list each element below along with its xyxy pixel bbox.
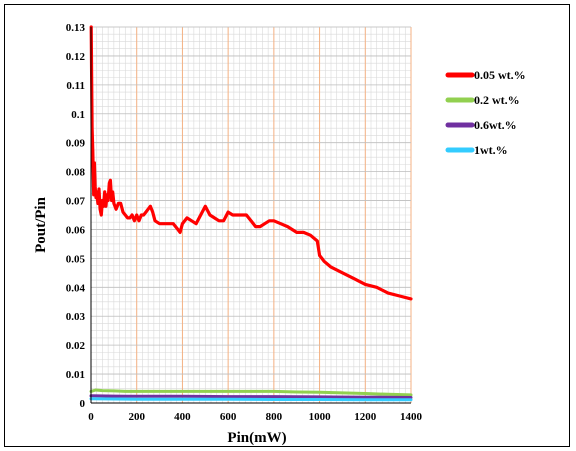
legend-label: 1wt.% (474, 143, 508, 157)
chart-frame: 0 0.01 0.02 0.03 0.04 0.05 0.06 0.07 0.08 0.09 0.1… (4, 4, 570, 447)
y-tick-labels: 0 0.01 0.02 0.03 0.04 0.05 0.06 0.07 0.08 0.09 0.1… (66, 22, 86, 410)
legend-label: 0.05 wt.% (474, 68, 526, 82)
y-tick-label: 0.06 (66, 224, 86, 236)
y-tick-label: 0.07 (66, 196, 86, 208)
axes (90, 27, 411, 404)
series-line-3 (89, 397, 413, 402)
x-tick-label: 400 (174, 411, 191, 423)
series-line-0 (89, 25, 413, 301)
x-axis-title: Pin(mW) (227, 430, 286, 446)
legend: 0.05 wt.% 0.2 wt.% 0.6wt.% 1wt.% (445, 68, 526, 157)
y-tick-label: 0.03 (66, 311, 86, 323)
y-tick-label: 0.05 (66, 253, 86, 265)
series-line-2 (89, 394, 413, 399)
series-layer (89, 25, 413, 402)
legend-label: 0.2 wt.% (474, 93, 520, 107)
y-tick-label: 0.01 (66, 369, 85, 381)
x-tick-label: 1200 (354, 411, 377, 423)
y-tick-label: 0.02 (66, 340, 86, 352)
minor-grid (90, 26, 412, 404)
x-tick-label: 600 (220, 411, 237, 423)
y-tick-label: 0.13 (66, 22, 86, 34)
x-tick-label: 200 (128, 411, 145, 423)
y-tick-label: 0.11 (66, 80, 85, 92)
x-tick-label: 1000 (309, 411, 332, 423)
y-tick-label: 0.1 (71, 109, 85, 121)
y-tick-label: 0 (80, 398, 86, 410)
x-tick-labels: 0 200 400 600 800 1000 1200 1400 (88, 411, 422, 423)
y-tick-label: 0.12 (66, 51, 86, 63)
x-tick-label: 800 (266, 411, 283, 423)
y-tick-label: 0.09 (66, 138, 86, 150)
y-axis-title: Pout/Pin (33, 196, 49, 252)
x-tick-label: 1400 (400, 411, 423, 423)
y-tick-label: 0.08 (66, 167, 86, 179)
line-chart: 0 0.01 0.02 0.03 0.04 0.05 0.06 0.07 0.08 0.09 0.1… (33, 22, 526, 446)
legend-label: 0.6wt.% (474, 118, 517, 132)
x-tick-label: 0 (88, 411, 94, 423)
y-tick-label: 0.04 (66, 282, 86, 294)
series-line-1 (89, 388, 413, 397)
